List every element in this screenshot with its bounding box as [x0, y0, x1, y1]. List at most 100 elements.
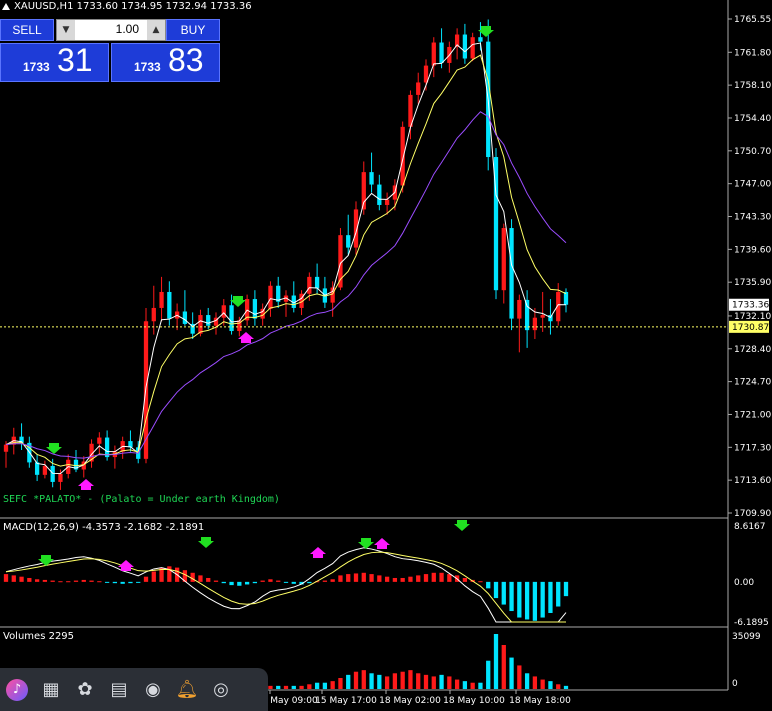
time-tick-label: 18 May 10:00: [443, 696, 505, 706]
macd-histogram-bar: [151, 571, 156, 582]
candle-body: [478, 37, 483, 42]
macd-histogram-bar: [27, 577, 32, 582]
bell-off-icon[interactable]: 🔔︎: [175, 679, 199, 700]
lot-increase-icon[interactable]: ▲: [147, 20, 165, 40]
candle-body: [408, 94, 413, 127]
broadcast-icon[interactable]: ◎: [213, 679, 229, 700]
macd-histogram-bar: [19, 576, 24, 582]
eye-icon[interactable]: ◉: [145, 679, 161, 700]
candle-body: [19, 436, 24, 443]
price-tick-label: 1739.60: [734, 245, 771, 255]
candle-body: [221, 305, 226, 318]
sell-button[interactable]: SELL: [0, 19, 54, 41]
volume-bar: [346, 674, 351, 689]
price-tick-label: 1761.80: [734, 48, 771, 58]
candle-body: [81, 461, 86, 470]
volume-bar: [384, 676, 390, 689]
macd-histogram-bar: [73, 580, 79, 582]
ma-mid-line: [5, 54, 567, 467]
macd-histogram-bar: [229, 581, 234, 586]
price-tick-label: 1735.90: [734, 278, 771, 288]
lot-decrease-icon[interactable]: ▼: [57, 20, 75, 40]
candle-body: [361, 172, 366, 210]
macd-histogram-bar: [517, 581, 522, 618]
macd-histogram-bar: [377, 575, 382, 582]
candle-body: [338, 235, 343, 288]
price-tick-label: 1717.30: [734, 443, 771, 453]
macd-histogram-bar: [182, 570, 188, 582]
candle-body: [182, 311, 188, 324]
candle-body: [73, 459, 79, 470]
ask-price-label: 1730.87: [732, 323, 769, 333]
volume-bar: [431, 676, 436, 689]
price-tick-label: 1732.10: [734, 312, 771, 322]
volume-bar: [532, 676, 538, 689]
macd-histogram-bar: [11, 575, 16, 582]
volume-bar: [439, 674, 444, 689]
macd-histogram-bar: [291, 581, 296, 584]
volume-bar: [307, 684, 312, 689]
volume-bar: [268, 685, 273, 689]
terminal-icon[interactable]: ▤: [110, 679, 128, 700]
price-tick-label: 1747.00: [734, 180, 771, 190]
volume-bar: [563, 685, 569, 689]
ma-slow-line: [5, 111, 567, 459]
chart-title: XAUUSD,H1 1733.60 1734.95 1732.94 1733.3…: [14, 1, 252, 12]
macd-signal-line: [5, 551, 566, 623]
music-app-icon[interactable]: ♪: [0, 673, 34, 707]
macd-histogram-bar: [462, 577, 468, 582]
lot-size-value[interactable]: 1.00: [115, 22, 139, 36]
volume-tick-label: 35099: [732, 632, 761, 642]
candle-body: [377, 184, 382, 205]
candle-body: [532, 317, 538, 331]
buy-price-box[interactable]: 1733 83: [111, 42, 220, 82]
candle-body: [58, 473, 63, 482]
lot-size-field[interactable]: ▼ 1.00 ▲: [56, 19, 166, 41]
macd-histogram-bar: [548, 581, 553, 613]
candle-body: [276, 285, 281, 302]
price-tick-label: 1750.70: [734, 147, 771, 157]
volume-bar: [486, 660, 491, 689]
volume-bar: [369, 673, 374, 689]
macd-histogram-bar: [252, 581, 258, 584]
candle-body: [307, 276, 312, 294]
macd-histogram-bar: [50, 580, 55, 582]
macd-sell-arrow-icon: [198, 537, 214, 548]
macd-histogram-bar: [486, 581, 491, 589]
candle-body: [151, 307, 156, 322]
price-tick-label: 1743.30: [734, 213, 771, 223]
candle-body: [159, 291, 164, 308]
macd-sell-arrow-icon: [454, 520, 470, 531]
macd-histogram-bar: [206, 577, 211, 582]
candle-body: [283, 295, 289, 302]
volume-bar: [408, 670, 413, 689]
macd-tick-label: -6.1895: [734, 618, 769, 628]
macd-label: MACD(12,26,9) -4.3573 -2.1682 -2.1891: [3, 522, 205, 533]
macd-histogram-bar: [237, 581, 242, 586]
candle-body: [509, 228, 514, 319]
volume-bar: [416, 673, 421, 689]
volume-bar: [447, 676, 452, 689]
macd-buy-arrow-icon: [310, 547, 326, 558]
macd-histogram-bar: [190, 572, 195, 582]
candle-body: [50, 465, 55, 482]
candle-body: [252, 299, 258, 319]
candle-body: [89, 443, 94, 462]
candle-body: [299, 293, 304, 308]
time-tick-label: 18 May 02:00: [379, 696, 441, 706]
macd-histogram-bar: [221, 581, 226, 584]
sell-price-minor: 31: [57, 42, 93, 78]
sell-price-box[interactable]: 1733 31: [0, 42, 109, 82]
palette-icon[interactable]: ✿: [77, 679, 93, 700]
buy-button[interactable]: BUY: [166, 19, 220, 41]
macd-histogram-bar: [58, 581, 63, 583]
calendar-icon[interactable]: ▦: [42, 679, 60, 700]
volume-tick-label: 0: [732, 679, 738, 689]
price-tick-label: 1758.10: [734, 81, 771, 91]
price-tick-label: 1709.90: [734, 509, 771, 519]
macd-histogram-bar: [283, 581, 289, 583]
volume-bar: [501, 645, 506, 689]
volume-bar: [478, 682, 483, 689]
volume-bar: [548, 681, 553, 689]
